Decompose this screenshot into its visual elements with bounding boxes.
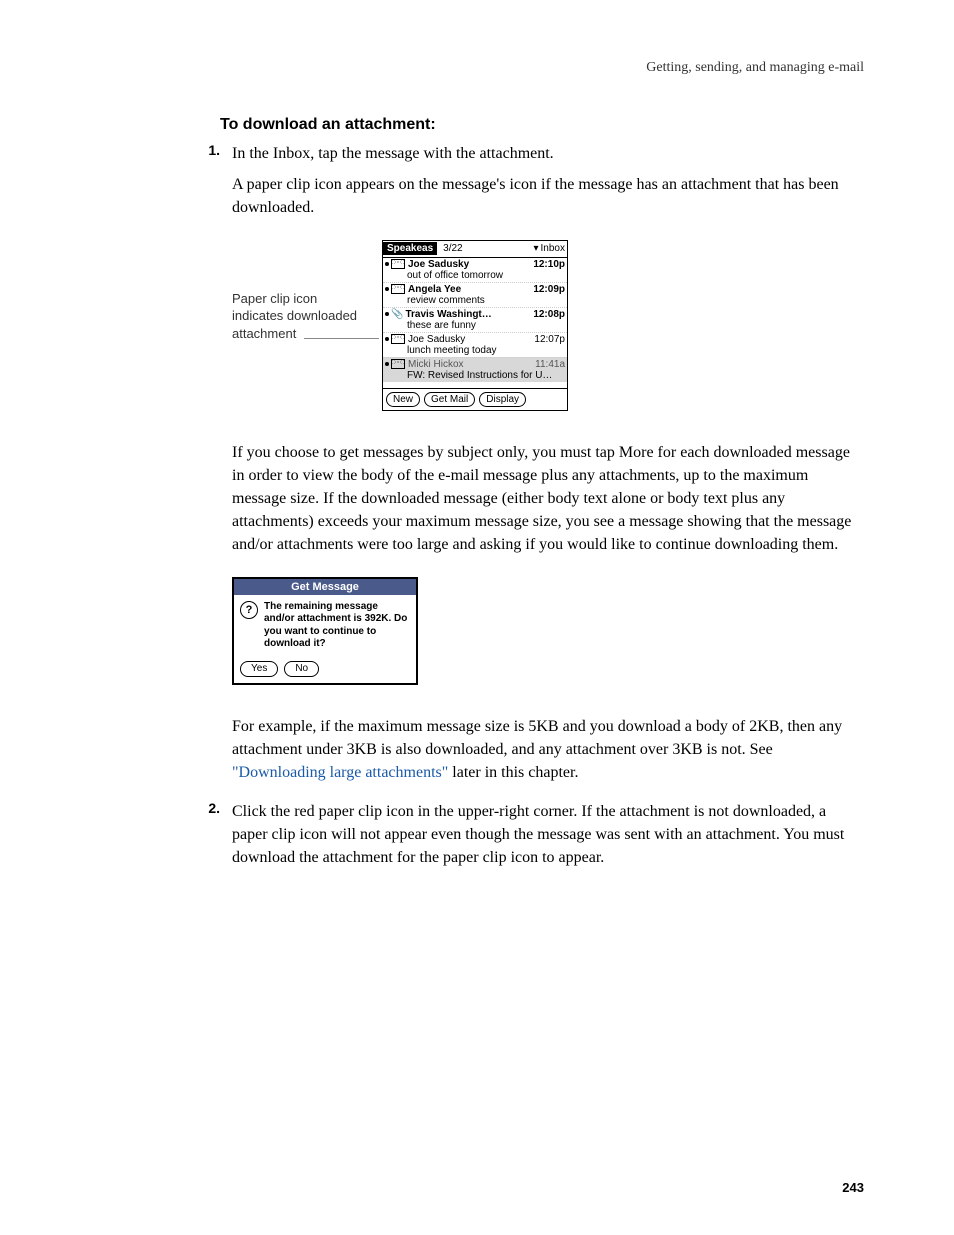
step-1-number: 1. [90,142,232,165]
para3-post: later in this chapter. [448,764,578,781]
envelope-icon [391,259,405,269]
time: 12:08p [533,309,565,320]
subject: review comments [385,295,565,306]
message-row[interactable]: Micki Hickox 11:41a FW: Revised Instruct… [383,357,567,382]
unread-dot-icon [385,337,389,341]
folder-dropdown[interactable]: Inbox [541,243,567,254]
callout-leader-line [304,338,379,339]
step-2-number: 2. [90,800,232,870]
unread-dot-icon [385,287,389,291]
page-header: Getting, sending, and managing e-mail [90,60,864,76]
message-row[interactable]: 📎 Travis Washingt… 12:08p these are funn… [383,307,567,332]
sender: Micki Hickox [408,359,535,370]
sender: Angela Yee [408,284,533,295]
subject: FW: Revised Instructions for U… [385,370,565,381]
dialog-text: The remaining message and/or attachment … [264,601,410,651]
paragraph-1: A paper clip icon appears on the message… [232,173,864,219]
message-row[interactable]: Joe Sadusky 12:10p out of office tomorro… [383,258,567,282]
para3-pre: For example, if the maximum message size… [232,718,842,758]
sender: Joe Sadusky [408,259,533,270]
callout-text: Paper clip icon indicates downloaded att… [232,291,357,341]
envelope-icon [391,359,405,369]
unread-dot-icon [385,262,389,266]
paperclip-icon: 📎 [391,309,403,320]
yes-button[interactable]: Yes [240,661,278,677]
sender: Travis Washingt… [405,309,533,320]
folder-dropdown-arrow[interactable]: ▾ [534,243,541,254]
display-button[interactable]: Display [479,392,526,407]
sender: Joe Sadusky [408,334,534,345]
get-mail-button[interactable]: Get Mail [424,392,475,407]
palm-titlebar: Speakeas 3/22 ▾ Inbox [383,241,567,258]
page-number: 243 [842,1180,864,1195]
paragraph-3: For example, if the maximum message size… [232,715,864,785]
message-list: Joe Sadusky 12:10p out of office tomorro… [383,258,567,388]
dialog-title: Get Message [234,579,416,595]
step-2-text: Click the red paper clip icon in the upp… [232,800,864,870]
envelope-icon [391,284,405,294]
message-row[interactable]: Joe Sadusky 12:07p lunch meeting today [383,332,567,357]
palm-screen: Speakeas 3/22 ▾ Inbox Joe Sadusky 12:10p [382,240,568,411]
app-name: Speakeas [383,242,437,255]
subject: out of office tomorrow [385,270,565,281]
no-button[interactable]: No [284,661,319,677]
time: 12:09p [533,284,565,295]
time: 12:07p [534,334,565,345]
question-icon: ? [240,601,258,619]
figure-inbox: Paper clip icon indicates downloaded att… [232,240,864,411]
subject: lunch meeting today [385,345,565,356]
unread-dot-icon [385,312,389,316]
message-row[interactable]: Angela Yee 12:09p review comments [383,282,567,307]
new-button[interactable]: New [386,392,420,407]
envelope-icon [391,334,405,344]
time: 11:41a [535,359,565,370]
subject: these are funny [385,320,565,331]
step-1-text: In the Inbox, tap the message with the a… [232,142,864,165]
paragraph-2: If you choose to get messages by subject… [232,441,864,557]
section-title: To download an attachment: [220,116,864,134]
downloading-large-attachments-link[interactable]: "Downloading large attachments" [232,764,448,781]
unread-dot-icon [385,362,389,366]
get-message-dialog: Get Message ? The remaining message and/… [232,577,418,685]
titlebar-date: 3/22 [437,243,468,254]
palm-button-bar: New Get Mail Display [383,388,567,410]
callout-paperclip: Paper clip icon indicates downloaded att… [232,240,362,343]
time: 12:10p [533,259,565,270]
